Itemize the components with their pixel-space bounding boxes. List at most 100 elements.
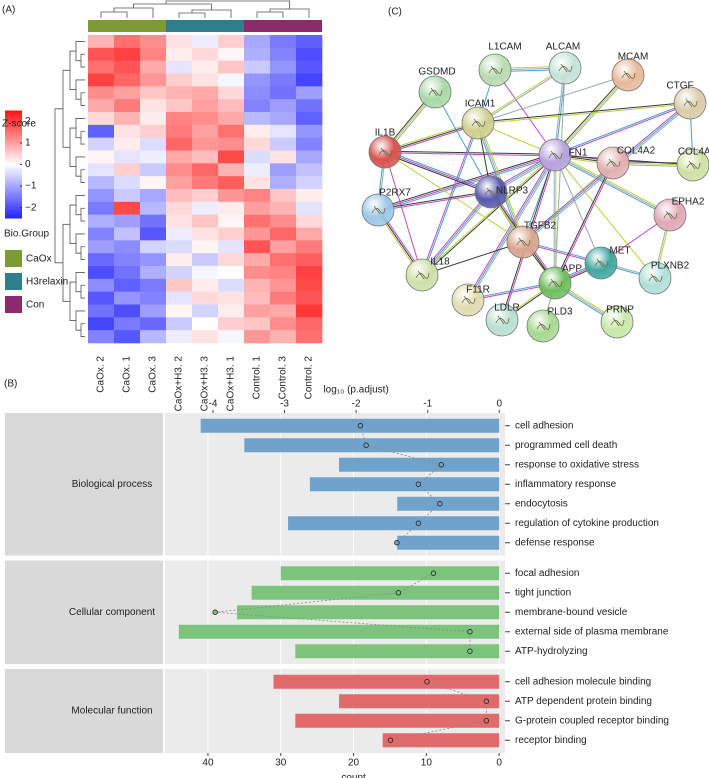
heatmap-cell xyxy=(244,47,271,61)
heatmap-cell xyxy=(218,124,245,138)
p-value-dot xyxy=(424,679,430,685)
heatmap-cell xyxy=(296,73,323,87)
heatmap-cell xyxy=(88,124,115,138)
network-edge xyxy=(554,67,566,284)
heatmap-cell xyxy=(218,227,245,241)
network-node xyxy=(584,246,618,280)
heatmap-cell xyxy=(166,330,193,344)
bar xyxy=(251,585,500,600)
heatmap-cell xyxy=(244,291,271,305)
heatmap-cell xyxy=(114,86,141,100)
panel-label: (A) xyxy=(2,5,15,16)
p-value-dot xyxy=(415,520,422,526)
heatmap-cell xyxy=(296,47,323,61)
dendrogram xyxy=(80,284,85,299)
column-label: Control. 1 xyxy=(252,356,263,400)
heatmap-cell xyxy=(114,47,141,61)
network-node xyxy=(526,309,560,343)
column-label: CaOx. 3 xyxy=(148,356,159,393)
network-edge xyxy=(477,101,690,123)
category-label: cell adhesion xyxy=(515,420,573,431)
dendrogram xyxy=(69,50,76,90)
heatmap-cell xyxy=(270,150,297,164)
heatmap-cell xyxy=(88,137,115,151)
heatmap-cell xyxy=(270,278,297,292)
heatmap-cell xyxy=(114,330,141,344)
heatmap-cell xyxy=(270,227,297,241)
node-label: LDLR xyxy=(494,303,520,314)
column-label: CaOx+H3. 2 xyxy=(174,356,185,412)
heatmap-cell xyxy=(244,112,271,126)
network-edge xyxy=(553,73,628,155)
p-value-dot xyxy=(363,442,369,448)
heatmap-cell xyxy=(218,317,245,331)
category-label: ATP dependent protein binding xyxy=(515,696,652,707)
network-edge xyxy=(477,66,565,123)
bar xyxy=(382,733,500,748)
dendrogram xyxy=(80,323,85,337)
group-strip xyxy=(5,560,163,664)
heatmap-cell xyxy=(140,253,167,267)
network-edge xyxy=(384,151,492,193)
node-label: IL18 xyxy=(430,257,450,268)
heatmap-cell xyxy=(166,60,193,74)
heatmap-cell xyxy=(114,304,141,318)
node-label: NLRP3 xyxy=(496,186,529,197)
dendrogram xyxy=(62,69,70,148)
x-tick-label: 0 xyxy=(496,758,502,769)
p-value-dot xyxy=(467,629,473,635)
column-label: Control. 2 xyxy=(304,356,315,400)
column-label: CaOx+H3. 1 xyxy=(226,356,237,412)
bar xyxy=(339,457,500,472)
heatmap-cell xyxy=(296,99,323,113)
network-edge xyxy=(554,101,690,155)
heatmap-cell xyxy=(270,189,297,203)
heatmap-cell xyxy=(140,60,167,74)
heatmap-cell xyxy=(270,86,297,100)
heatmap-cell xyxy=(218,240,245,254)
network-node xyxy=(548,51,582,85)
bar xyxy=(237,605,500,620)
heatmap-cell xyxy=(114,253,141,267)
colorbar-tick-label: 1 xyxy=(25,138,31,149)
heatmap-cell xyxy=(88,86,115,100)
colorbar-title: Z-score xyxy=(2,119,36,130)
heatmap-cell xyxy=(140,240,167,254)
category-label: focal adhesion xyxy=(515,568,580,579)
network-edge xyxy=(555,153,671,215)
heatmap-cell xyxy=(140,163,167,177)
heatmap-cell xyxy=(218,99,245,113)
heatmap-cell xyxy=(218,60,245,74)
heatmap-cell xyxy=(88,150,115,164)
heatmap-cell xyxy=(244,304,271,318)
heatmap-cell xyxy=(88,227,115,241)
network-node xyxy=(461,106,495,140)
group-strip xyxy=(5,669,163,753)
node-label: MET xyxy=(609,246,630,257)
network-edge xyxy=(421,241,524,276)
category-label: inflammatory response xyxy=(515,479,617,490)
heatmap-cell xyxy=(218,150,245,164)
heatmap-cell xyxy=(192,35,219,49)
heatmap-cell xyxy=(140,189,167,203)
node-label: PLD3 xyxy=(547,307,572,318)
bar xyxy=(339,694,500,709)
heatmap-cell xyxy=(296,124,323,138)
heatmap-cell xyxy=(192,291,219,305)
heatmap-cell xyxy=(192,330,219,344)
dendrogram xyxy=(80,92,85,106)
x-axis-title: count xyxy=(341,773,366,778)
node-label: COL4A2 xyxy=(617,146,656,157)
p-value-line xyxy=(390,681,487,741)
network-node xyxy=(474,175,508,209)
heatmap-cell xyxy=(166,112,193,126)
column-label: CaOx. 2 xyxy=(96,356,107,393)
dendrogram xyxy=(75,118,85,139)
node-structure xyxy=(378,147,393,157)
heatmap-cell xyxy=(140,47,167,61)
node-label: P2RX7 xyxy=(379,188,411,199)
dendrogram xyxy=(75,195,85,216)
network-edge xyxy=(384,153,491,194)
heatmap-cell xyxy=(244,35,271,49)
heatmap-cell xyxy=(296,35,323,49)
